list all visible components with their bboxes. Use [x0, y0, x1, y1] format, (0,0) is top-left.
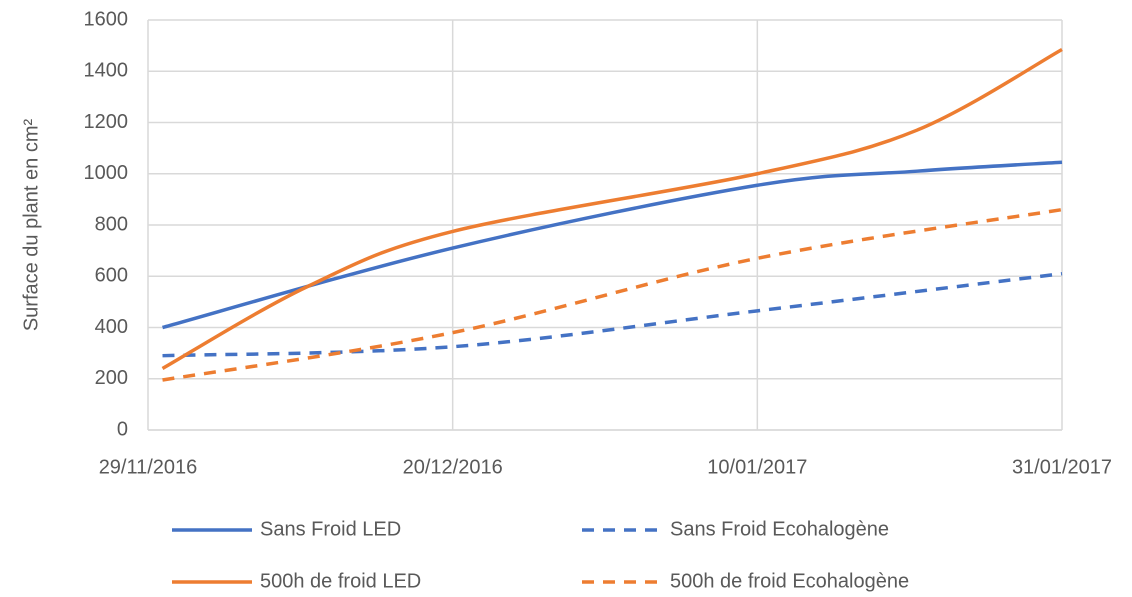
series-line	[161, 47, 1063, 371]
y-tick-label: 800	[95, 213, 128, 235]
legend-label: Sans Froid LED	[260, 518, 401, 540]
y-tick-label: 1200	[84, 111, 129, 133]
y-tick-label: 1000	[84, 162, 129, 184]
x-tick-label: 29/11/2016	[99, 456, 198, 478]
legend-label: 500h de froid LED	[260, 570, 421, 592]
y-tick-label: 600	[95, 265, 128, 287]
legend-label: 500h de froid Ecohalogène	[670, 570, 909, 592]
y-tick-label: 200	[95, 367, 128, 389]
x-tick-label: 20/12/2016	[403, 456, 503, 478]
y-axis-label: Surface du plant en cm²	[20, 118, 42, 331]
x-tick-label: 10/01/2017	[707, 456, 807, 478]
y-tick-label: 1400	[84, 60, 129, 82]
series-line	[162, 271, 1063, 358]
legend-label: Sans Froid Ecohalogène	[670, 518, 889, 540]
series-line	[162, 160, 1063, 330]
x-tick-label: 31/01/2017	[1012, 456, 1112, 478]
y-tick-label: 1600	[84, 8, 129, 30]
series-line	[162, 207, 1063, 382]
y-tick-label: 0	[117, 418, 128, 440]
y-tick-label: 400	[95, 316, 128, 338]
